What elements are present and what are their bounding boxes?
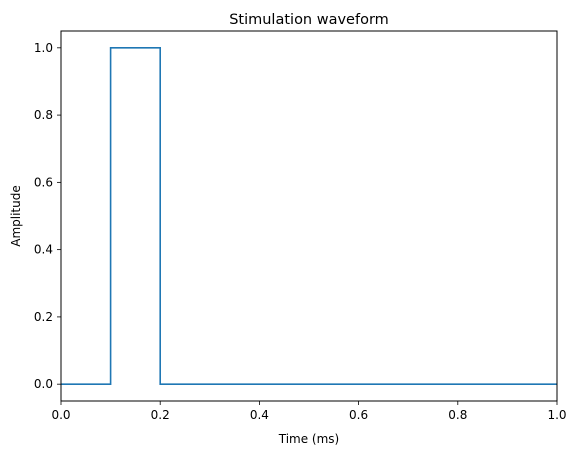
x-tick-label: 0.6 (349, 408, 368, 422)
y-tick-label: 0.8 (34, 108, 53, 122)
y-tick-label: 0.6 (34, 175, 53, 189)
x-tick-label: 1.0 (547, 408, 566, 422)
y-tick-label: 1.0 (34, 41, 53, 55)
chart-title: Stimulation waveform (229, 12, 389, 28)
y-tick-label: 0.4 (34, 243, 53, 257)
x-tick-label: 0.4 (250, 408, 269, 422)
plot-area (61, 47, 557, 385)
x-axis-label: Time (ms) (278, 432, 340, 446)
x-tick-label: 0.2 (151, 408, 170, 422)
y-tick-label: 0.2 (34, 310, 53, 324)
x-axis-ticks: 0.0 0.2 0.4 0.6 0.8 1.0 (51, 401, 567, 422)
axes-frame (60, 30, 558, 402)
y-axis-ticks: 0.0 0.2 0.4 0.6 0.8 1.0 (34, 41, 61, 391)
x-tick-label: 0.0 (51, 408, 70, 422)
x-tick-label: 0.8 (448, 408, 467, 422)
series-line-0 (61, 47, 557, 385)
y-tick-label: 0.0 (34, 377, 53, 391)
y-axis-label: Amplitude (9, 185, 23, 247)
